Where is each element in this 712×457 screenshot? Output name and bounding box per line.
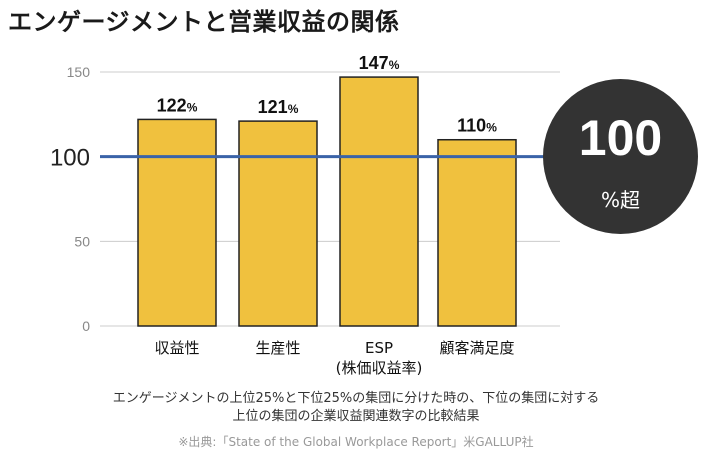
caption-line-1: エンゲージメントの上位25%と下位25%の集団に分けた時の、下位の集団に対する bbox=[112, 391, 600, 406]
data-label: 147% bbox=[359, 53, 400, 73]
badge-circle: 100 %超 bbox=[543, 79, 698, 234]
badge-value: 100 bbox=[578, 110, 663, 166]
chart-title: エンゲージメントと営業収益の関係 bbox=[8, 8, 400, 36]
bar bbox=[437, 138, 517, 327]
source-note: ※出典:「State of the Global Workplace Repor… bbox=[178, 435, 534, 449]
bar bbox=[238, 120, 318, 327]
y-tick-label: 100 bbox=[50, 145, 90, 172]
x-tick-label: ESP bbox=[365, 339, 393, 357]
y-tick-label: 0 bbox=[82, 318, 90, 334]
x-tick-label: 収益性 bbox=[154, 339, 199, 357]
y-tick-label: 50 bbox=[74, 233, 90, 249]
x-tick-label: (株価収益率) bbox=[336, 359, 423, 377]
caption-line-2: 上位の集団の企業収益関連数字の比較結果 bbox=[232, 409, 480, 424]
data-label: 122% bbox=[157, 95, 198, 115]
data-label: 121% bbox=[258, 97, 299, 117]
data-label: 110% bbox=[457, 116, 497, 136]
bar-chart: 0 50 100 150 122% 収益性 121% 生産性 147% ESP (株価収益率) 110… bbox=[50, 53, 600, 377]
x-tick-label: 顧客満足度 bbox=[439, 339, 514, 357]
bar bbox=[137, 118, 217, 327]
badge-unit: %超 bbox=[600, 188, 640, 212]
x-tick-label: 生産性 bbox=[255, 339, 300, 357]
y-tick-label: 150 bbox=[67, 64, 91, 80]
bar bbox=[339, 76, 419, 327]
